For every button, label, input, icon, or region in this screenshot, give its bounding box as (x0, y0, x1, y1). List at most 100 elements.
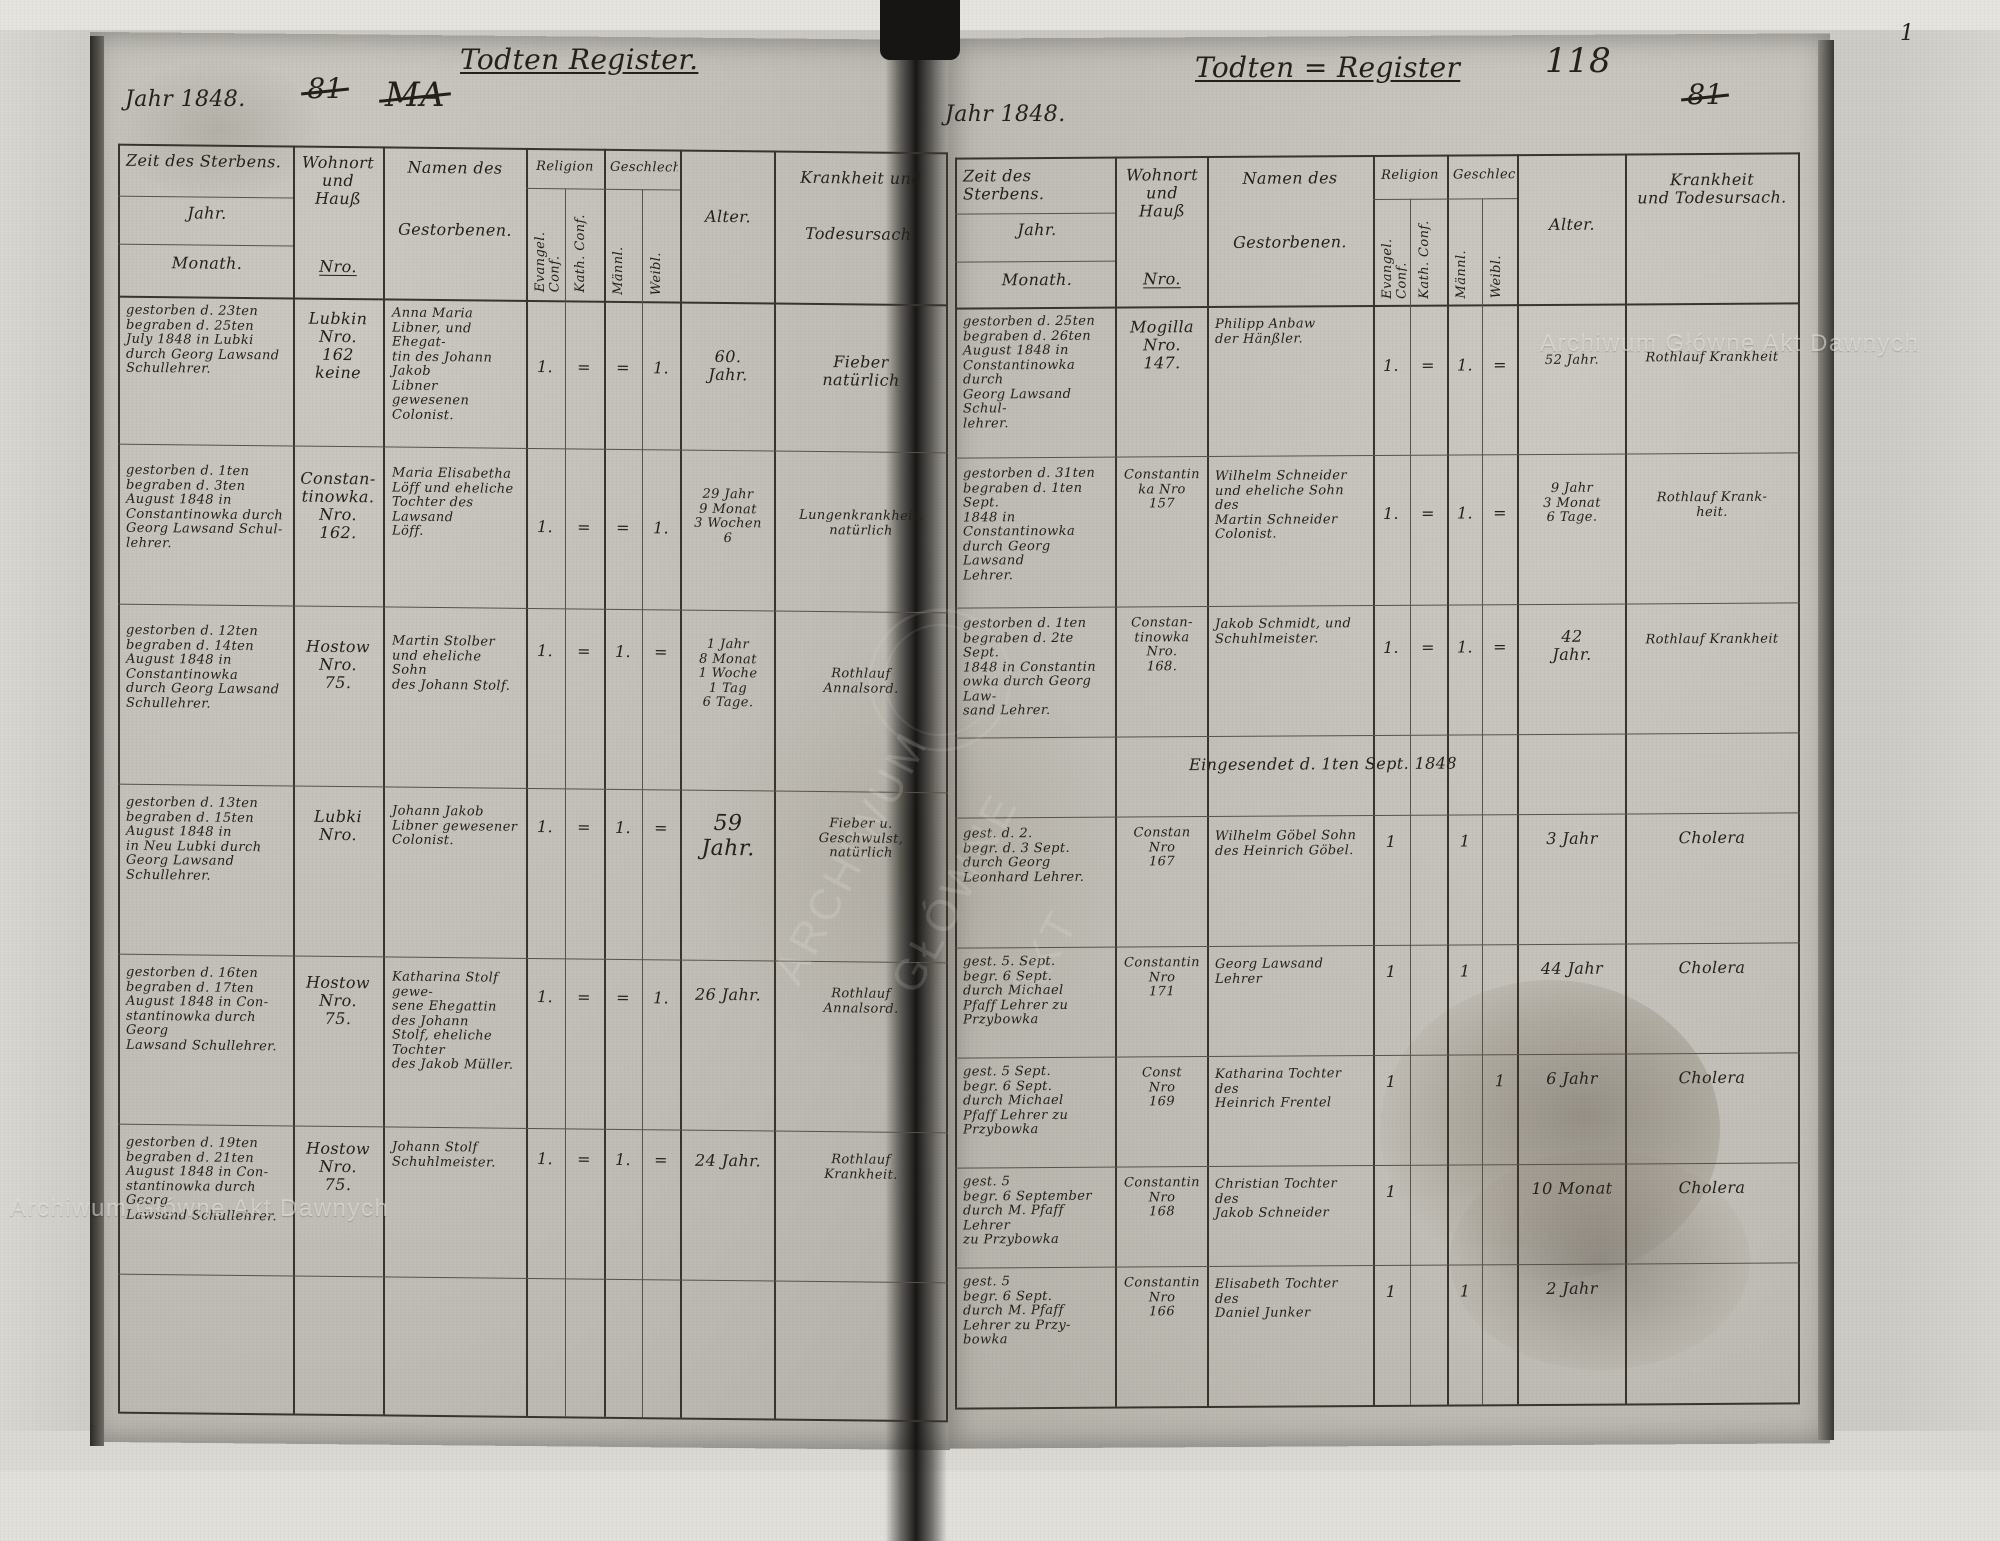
cell-age: 6 Jahr (1546, 1068, 1598, 1088)
cell-cause (1629, 1276, 1795, 1281)
book-gutter (885, 0, 947, 1541)
header-time-of-death: Zeit des Sterbens. (126, 150, 282, 172)
cell-male: = (616, 987, 630, 1008)
cell-female (1485, 1280, 1515, 1284)
cell-time: gest. 5 begr. 6 September durch M. Pfaff… (963, 1174, 1092, 1248)
cell-evangelical: 1. (1382, 637, 1400, 657)
cell-catholic (1413, 1181, 1443, 1185)
cell-evangelical: 1 (1385, 1071, 1397, 1091)
cell-name: Johann Jakob Libner gewesener Colonist. (392, 803, 518, 849)
cell-female (1485, 960, 1515, 964)
header-sex-male: Männl. (611, 246, 626, 295)
cell-female (1485, 830, 1515, 834)
header-sex: Geschlecht (1453, 167, 1515, 183)
cell-catholic: = (1421, 355, 1435, 375)
header-religion-evangelical: Evangel. Conf. (533, 226, 562, 293)
right-page-title: Todten = Register (1195, 51, 1461, 84)
cell-evangelical: 1. (536, 357, 554, 377)
header-age: Alter. (705, 206, 751, 227)
header-residence-nro: Nro. (319, 256, 357, 277)
cell-evangelical: 1. (1382, 355, 1400, 375)
cell-catholic: = (577, 517, 591, 537)
header-sex-female: Weibl. (649, 252, 664, 296)
cell-cause: Fieber natürlich (822, 352, 900, 390)
right-page-year: Jahr 1848. (945, 102, 1066, 127)
left-page-number-struck: 81 (307, 72, 344, 106)
header-name: Namen des (1242, 168, 1338, 188)
cell-cause: Lungenkrankheit, natürlich (799, 507, 923, 539)
cell-age: 52 Jahr. (1544, 352, 1600, 368)
left-register-table: Zeit des Sterbens. Jahr. Monath. Wohnort… (118, 143, 948, 1423)
cell-evangelical: 1. (536, 1149, 554, 1169)
cell-evangelical: 1. (1382, 503, 1400, 523)
right-register-table: Zeit des Sterbens. Jahr. Monath. Wohnort… (955, 152, 1800, 1417)
header-cause: Krankheit und Todesursach. (1637, 169, 1787, 208)
cell-cause: Cholera (1678, 957, 1746, 978)
cell-name: Katharina Stolf gewe- sene Ehegattin des… (392, 969, 514, 1074)
cell-evangelical: 1. (536, 987, 554, 1007)
cell-age: 24 Jahr. (695, 1150, 761, 1171)
cell-cause: Rothlauf Krankheit (1645, 631, 1779, 648)
header-religion: Religion (536, 159, 594, 175)
cell-male: 1. (1456, 355, 1474, 375)
cell-cause: Cholera (1678, 827, 1746, 848)
header-religion-catholic: Kath. Conf. (1417, 220, 1432, 299)
header-name: Namen des (407, 157, 503, 178)
cell-male: = (616, 517, 630, 538)
cell-cause: Cholera (1678, 1177, 1746, 1198)
header-time-year: Jahr. (187, 203, 227, 223)
cell-residence: Constantin ka Nro 157 (1124, 467, 1200, 512)
cell-age: 10 Monat (1531, 1178, 1613, 1199)
cell-time: gest. d. 2. begr. d. 3 Sept. durch Georg… (963, 826, 1085, 886)
left-page-year: Jahr 1848. (125, 87, 246, 112)
cell-age: 42 Jahr. (1552, 626, 1592, 664)
cell-time: gest. 5. Sept. begr. 6 Sept. durch Micha… (963, 953, 1069, 1028)
cell-cause: Rothlauf Annalsord. (823, 986, 899, 1017)
header-residence-nro: Nro. (1143, 269, 1181, 289)
cell-male: 1 (1459, 961, 1471, 981)
left-page-mark: MA (384, 75, 446, 116)
cell-residence: Hostow Nro. 75. (306, 636, 370, 692)
header-religion-catholic: Kath. Conf. (573, 214, 588, 293)
cell-time: gest. 5 begr. 6 Sept. durch M. Pfaff Leh… (963, 1274, 1071, 1348)
header-residence: Wohnort und Hauß (301, 152, 380, 209)
cell-catholic: = (577, 641, 591, 661)
cell-female: = (1493, 355, 1507, 375)
cell-male: 1 (1459, 831, 1471, 851)
cell-residence: Lubkin Nro. 162 keine (308, 308, 368, 382)
cell-evangelical: 1. (536, 641, 554, 661)
header-name-sub: Gestorbenen. (1233, 232, 1347, 252)
cell-female: 1. (652, 988, 670, 1008)
header-time-of-death: Zeit des Sterbens. (963, 166, 1045, 204)
cell-catholic (1413, 1071, 1443, 1075)
cell-residence: Hostow Nro. 75. (306, 1138, 370, 1194)
cell-time: gestorben d. 23ten begraben d. 25ten Jul… (126, 302, 280, 377)
cell-evangelical: 1 (1385, 1281, 1397, 1301)
cell-name: Elisabeth Tochter des Daniel Junker (1215, 1276, 1339, 1322)
header-sex-female: Weibl. (1489, 255, 1504, 299)
cell-residence: Constantin Nro 168 (1124, 1175, 1200, 1220)
right-page-number: 118 (1545, 41, 1612, 81)
cell-time: gestorben d. 25ten begraben d. 26ten Aug… (963, 313, 1096, 432)
cell-time: gest. 5 Sept. begr. 6 Sept. durch Michae… (963, 1063, 1069, 1138)
cell-time: gestorben d. 13ten begraben d. 15ten Aug… (126, 794, 262, 884)
cell-male: 1. (1456, 637, 1474, 657)
cell-female: 1 (1494, 1071, 1506, 1091)
cell-female: = (654, 1150, 668, 1170)
cell-female: = (1493, 637, 1507, 657)
cell-male (1449, 1070, 1481, 1074)
cell-name: Martin Stolber und eheliche Sohn des Joh… (392, 633, 511, 694)
cell-female: = (1493, 503, 1507, 523)
cell-female: = (654, 818, 668, 838)
header-sex-male: Männl. (1454, 249, 1469, 299)
cell-name: Philipp Anbaw der Hänßler. (1215, 316, 1316, 347)
cell-residence: Constan Nro 167 (1133, 825, 1191, 870)
right-page-edge (1818, 40, 1834, 1440)
cell-catholic (1413, 831, 1443, 835)
cell-catholic: = (577, 357, 591, 377)
cell-age: 1 Jahr 8 Monat 1 Woche 1 Tag 6 Tage. (698, 636, 758, 711)
cell-cause: Rothlauf Krankheit. (824, 1152, 898, 1183)
cell-name: Maria Elisabetha Löff und eheliche Tocht… (392, 465, 514, 540)
cell-cause: Rothlauf Krankheit (1645, 349, 1779, 366)
cell-male (1449, 1180, 1481, 1184)
